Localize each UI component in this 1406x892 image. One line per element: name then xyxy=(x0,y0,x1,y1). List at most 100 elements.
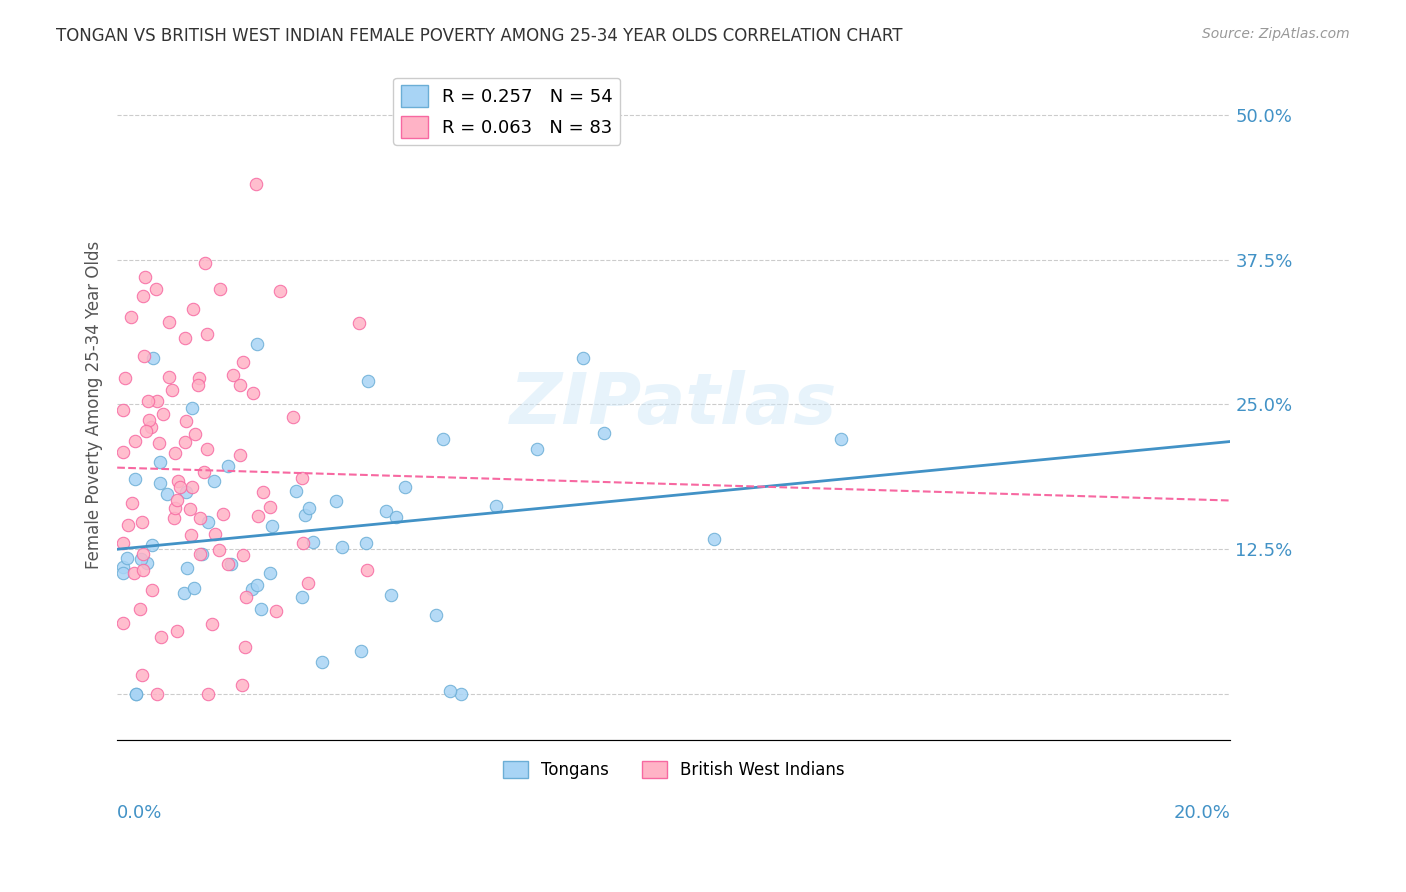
Point xyxy=(347,317,370,331)
Point xyxy=(187,377,209,392)
Point xyxy=(250,601,273,615)
Point xyxy=(111,536,134,550)
Point xyxy=(183,581,205,595)
Text: TONGAN VS BRITISH WEST INDIAN FEMALE POVERTY AMONG 25-34 YEAR OLDS CORRELATION C: TONGAN VS BRITISH WEST INDIAN FEMALE POV… xyxy=(56,27,903,45)
Point xyxy=(174,485,197,500)
Point xyxy=(259,566,281,580)
Point xyxy=(297,575,319,590)
Point xyxy=(146,687,169,701)
Point xyxy=(117,518,139,533)
Point xyxy=(148,436,170,450)
Point xyxy=(167,475,190,489)
Point xyxy=(242,385,264,400)
Point xyxy=(152,407,174,421)
Point xyxy=(174,435,197,450)
Point xyxy=(174,414,197,428)
Point xyxy=(124,472,146,486)
Point xyxy=(176,560,198,574)
Point xyxy=(124,687,146,701)
Point xyxy=(231,677,253,691)
Point xyxy=(157,370,180,384)
Text: Source: ZipAtlas.com: Source: ZipAtlas.com xyxy=(1202,27,1350,41)
Point xyxy=(485,500,508,514)
Point xyxy=(201,617,224,632)
Point xyxy=(188,371,211,385)
Point xyxy=(134,270,156,285)
Point xyxy=(222,368,245,382)
Y-axis label: Female Poverty Among 25-34 Year Olds: Female Poverty Among 25-34 Year Olds xyxy=(86,240,103,568)
Point xyxy=(375,504,398,518)
Point xyxy=(197,515,219,529)
Point xyxy=(145,282,167,296)
Point xyxy=(232,548,254,562)
Point xyxy=(291,470,314,484)
Text: 0.0%: 0.0% xyxy=(117,804,163,822)
Point xyxy=(197,687,219,701)
Point xyxy=(138,413,160,427)
Point xyxy=(240,582,263,596)
Point xyxy=(325,494,347,508)
Point xyxy=(129,602,152,616)
Point xyxy=(190,547,212,561)
Point xyxy=(332,540,354,554)
Point xyxy=(132,563,155,577)
Point xyxy=(181,480,204,494)
Point xyxy=(425,608,447,623)
Point xyxy=(229,378,252,392)
Point xyxy=(142,351,165,365)
Point xyxy=(260,518,283,533)
Point xyxy=(180,527,202,541)
Text: 20.0%: 20.0% xyxy=(1174,804,1230,822)
Point xyxy=(246,337,269,351)
Point xyxy=(212,507,235,521)
Point xyxy=(572,351,595,366)
Point xyxy=(247,509,270,524)
Point xyxy=(439,684,461,698)
Point xyxy=(204,526,226,541)
Point xyxy=(592,425,614,440)
Point xyxy=(120,310,142,324)
Point xyxy=(195,327,218,342)
Point xyxy=(173,586,195,600)
Point xyxy=(217,459,239,474)
Point xyxy=(246,578,269,592)
Text: ZIPatlas: ZIPatlas xyxy=(510,370,838,439)
Point xyxy=(285,483,308,498)
Point xyxy=(135,424,157,438)
Point xyxy=(232,355,254,369)
Point xyxy=(181,301,204,316)
Point xyxy=(169,480,191,494)
Point xyxy=(111,616,134,631)
Point xyxy=(291,536,314,550)
Point xyxy=(184,427,207,442)
Point xyxy=(195,442,218,457)
Point xyxy=(149,476,172,491)
Point xyxy=(356,374,378,388)
Point xyxy=(166,492,188,507)
Point xyxy=(124,434,146,448)
Point xyxy=(356,563,378,577)
Point xyxy=(115,551,138,566)
Point xyxy=(190,548,212,562)
Point xyxy=(384,510,406,524)
Point xyxy=(131,667,153,681)
Point xyxy=(208,282,231,296)
Point xyxy=(166,624,188,639)
Point xyxy=(121,496,143,510)
Point xyxy=(132,288,155,302)
Point xyxy=(245,178,267,192)
Point xyxy=(380,588,402,602)
Point xyxy=(207,543,229,558)
Point xyxy=(132,547,155,561)
Point xyxy=(283,409,305,424)
Point xyxy=(526,442,548,456)
Point xyxy=(163,511,186,525)
Point xyxy=(165,445,187,459)
Point xyxy=(229,449,252,463)
Point xyxy=(252,485,274,500)
Point xyxy=(179,502,201,516)
Point xyxy=(139,419,162,434)
Point xyxy=(350,644,373,658)
Point xyxy=(830,432,852,446)
Point xyxy=(233,640,256,654)
